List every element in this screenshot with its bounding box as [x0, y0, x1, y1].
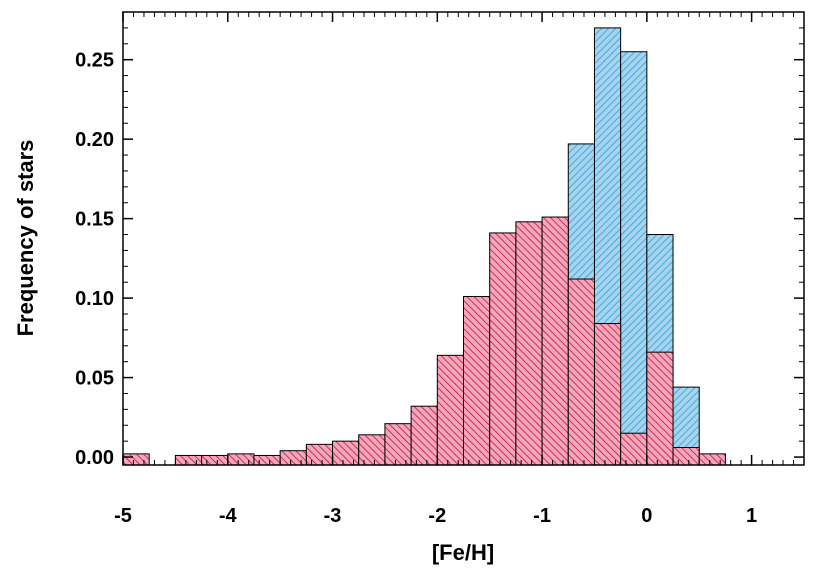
y-tick-label: 0.00 [75, 447, 114, 469]
series-2-bar-5 [253, 454, 281, 466]
y-tick-label: 0.15 [75, 209, 114, 231]
plot-frame [122, 11, 805, 466]
x-tick-label: -5 [114, 505, 132, 527]
series-2-bar-1 [122, 453, 150, 466]
axis-ticks: -5 -4 -3 -2 -1 0 1 0.00 0.05 0.10 0.15 0.20 0.25 [75, 12, 805, 527]
y-tick-label: 0.25 [75, 50, 114, 72]
x-tick-label: -2 [428, 505, 446, 527]
series-2-bar-20 [646, 351, 674, 466]
series-2-bar-3 [201, 454, 229, 466]
series-2-bar-21 [672, 447, 700, 466]
series-2-bar-14 [489, 232, 517, 466]
y-tick-label: 0.20 [75, 129, 114, 151]
series-2-bar-9 [358, 434, 386, 466]
series-2-bars [122, 216, 726, 466]
series-2-bar-12 [436, 354, 464, 466]
x-tick-label: -3 [324, 505, 342, 527]
y-tick-label: 0.05 [75, 368, 114, 390]
series-2-bar-16 [541, 216, 569, 466]
x-tick-label: -1 [533, 505, 551, 527]
series-2-bar-22 [698, 453, 726, 466]
x-tick-label: 0 [641, 505, 652, 527]
series-2-bar-8 [332, 440, 360, 466]
series-2-bar-17 [567, 278, 595, 466]
series-2-bar-7 [305, 443, 334, 466]
series-2-bar-15 [515, 221, 543, 466]
series-2-bar-2 [174, 454, 203, 466]
x-tick-label: -4 [219, 505, 238, 527]
series-2-bar-19 [620, 432, 648, 466]
x-axis-title: [Fe/H] [432, 540, 494, 565]
x-tick-label: 1 [746, 505, 757, 527]
series-1-bar-6 [620, 51, 648, 466]
series-2-bar-10 [384, 423, 412, 466]
series-2-bar-4 [227, 453, 255, 466]
series-2-bar-18 [593, 323, 622, 466]
y-axis-title: Frequency of stars [13, 140, 38, 337]
series-2-bar-6 [279, 450, 307, 466]
series-2-bar-13 [463, 296, 491, 466]
y-tick-label: 0.10 [75, 288, 114, 310]
series-2-bar-11 [410, 405, 438, 466]
